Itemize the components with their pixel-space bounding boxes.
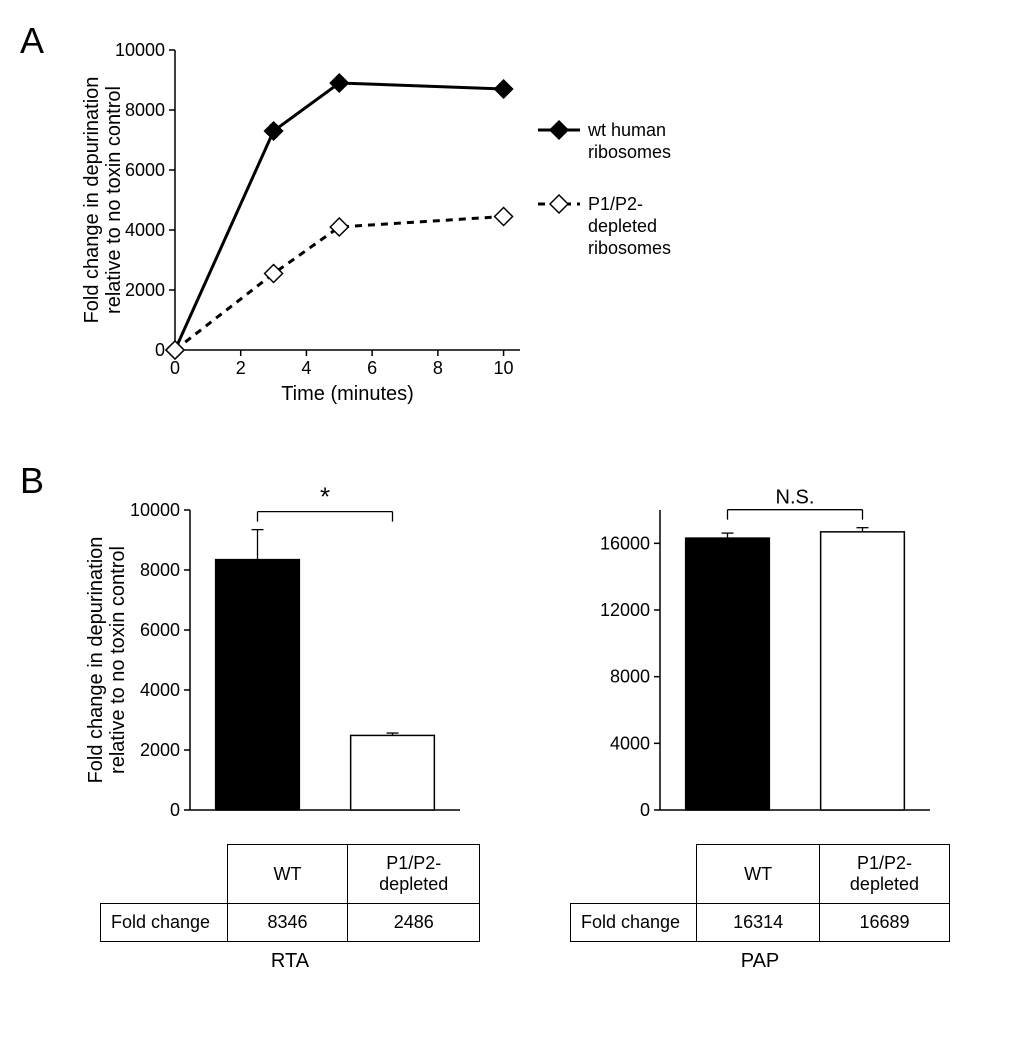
panel-b-chart-pap: 0 4000 8000 12000 16000 N.S. [550,470,970,840]
svg-text:6: 6 [367,358,377,378]
figure: A 0 2000 4000 6000 8000 10000 0 2 4 6 8 10 Time (min… [20,20,992,973]
svg-text:10: 10 [494,358,514,378]
subpanel-rta: 0 2000 4000 6000 8000 10000 Fold change in dep… [80,470,500,973]
treatment-label-rta: RTA [271,950,309,973]
panel-a-label: A [20,20,44,62]
table-header-cell: WT [227,845,348,904]
svg-text:Time (minutes): Time (minutes) [281,383,414,405]
svg-text:8000: 8000 [140,560,180,580]
svg-text:8000: 8000 [125,100,165,120]
table-value-cell: 16314 [697,904,820,942]
svg-text:0: 0 [170,358,180,378]
table-header-cell: P1/P2-depleted [819,845,949,904]
svg-text:8000: 8000 [610,667,650,687]
svg-text:Fold change in depurination: Fold change in depurination [81,77,103,324]
svg-text:4000: 4000 [140,680,180,700]
panel-a: A 0 2000 4000 6000 8000 10000 0 2 4 6 8 10 Time (min… [20,20,992,440]
panel-b-chart-rta: 0 2000 4000 6000 8000 10000 Fold change in dep… [80,470,500,840]
panel-a-chart: 0 2000 4000 6000 8000 10000 0 2 4 6 8 10 Time (minut… [70,30,750,430]
svg-text:6000: 6000 [140,620,180,640]
table-value-cell: 2486 [348,904,480,942]
svg-text:relative to no toxin control: relative to no toxin control [103,86,125,314]
table-row-label: Fold change [101,904,228,942]
svg-text:*: * [320,482,330,512]
svg-text:Fold change in depurination: Fold change in depurination [85,537,107,784]
svg-text:ribosomes: ribosomes [588,238,671,258]
svg-text:wt human: wt human [587,120,666,140]
svg-text:ribosomes: ribosomes [588,142,671,162]
panel-b: B 0200040006000800010000Fold change in d… [20,470,992,973]
svg-text:6000: 6000 [125,160,165,180]
panel-b-row: 0 2000 4000 6000 8000 10000 Fold change in dep… [80,470,992,973]
table-value-cell: 8346 [227,904,348,942]
table-header-cell: WT [697,845,820,904]
svg-text:16000: 16000 [600,533,650,553]
table-rta: WTP1/P2-depleted Fold change83462486 [100,844,480,942]
panel-b-label: B [20,460,44,502]
svg-text:2000: 2000 [140,740,180,760]
treatment-label-pap: PAP [741,950,780,973]
svg-text:P1/P2-: P1/P2- [588,194,643,214]
svg-text:relative to no toxin control: relative to no toxin control [107,546,129,774]
svg-text:4: 4 [301,358,311,378]
svg-text:0: 0 [170,800,180,820]
table-header-cell: P1/P2-depleted [348,845,480,904]
svg-text:0: 0 [640,800,650,820]
svg-text:10000: 10000 [115,40,165,60]
svg-text:depleted: depleted [588,216,657,236]
table-pap: WTP1/P2-depleted Fold change1631416689 [570,844,950,942]
svg-text:0: 0 [155,340,165,360]
svg-text:12000: 12000 [600,600,650,620]
svg-text:2: 2 [236,358,246,378]
svg-text:N.S.: N.S. [776,487,815,509]
table-row-label: Fold change [571,904,697,942]
svg-text:8: 8 [433,358,443,378]
table-value-cell: 16689 [819,904,949,942]
svg-text:4000: 4000 [125,220,165,240]
svg-text:2000: 2000 [125,280,165,300]
svg-text:4000: 4000 [610,733,650,753]
svg-text:10000: 10000 [130,500,180,520]
subpanel-pap: 0 4000 8000 12000 16000 N.S. WTP1/P2-depleted… [550,470,970,973]
